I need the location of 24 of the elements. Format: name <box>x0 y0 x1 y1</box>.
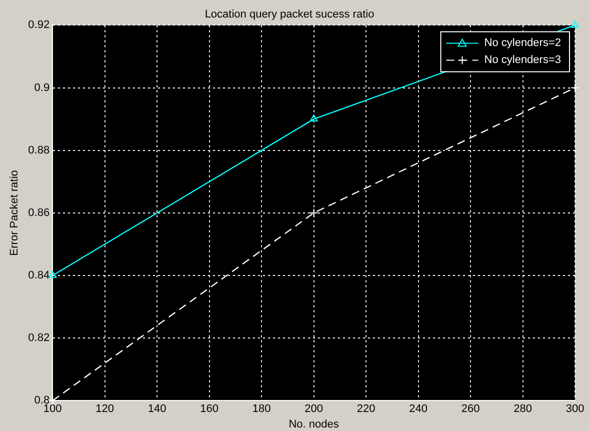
y-tick-label: 0.82 <box>28 332 50 344</box>
x-tick-label: 180 <box>252 403 271 416</box>
y-tick-label: 0.9 <box>34 82 50 94</box>
x-tick-label: 220 <box>356 403 376 416</box>
x-tick-label: 300 <box>566 403 584 416</box>
x-axis-title: No. nodes <box>288 418 340 430</box>
x-tick-label: 280 <box>514 403 532 416</box>
y-tick-label: 0.84 <box>28 270 50 282</box>
legend-label: No cylenders=3 <box>484 54 562 66</box>
x-tick-label: 200 <box>304 403 323 416</box>
y-tick-label: 0.92 <box>28 19 50 32</box>
x-tick-label: 140 <box>148 403 166 416</box>
y-tick-label: 0.88 <box>28 144 50 156</box>
point <box>309 208 318 218</box>
legend-label: No cylenders=2 <box>484 37 562 50</box>
x-tick-label: 260 <box>461 403 480 416</box>
y-axis-title: Error Packet ratio <box>8 170 21 256</box>
x-tick-label: 240 <box>409 403 428 416</box>
y-tick-label: 0.86 <box>28 206 50 219</box>
point <box>571 20 579 28</box>
x-tick-label: 160 <box>200 403 219 416</box>
chart-title: Location query packet sucess ratio <box>204 8 374 21</box>
x-tick-label: 120 <box>96 403 114 416</box>
point <box>310 114 318 122</box>
